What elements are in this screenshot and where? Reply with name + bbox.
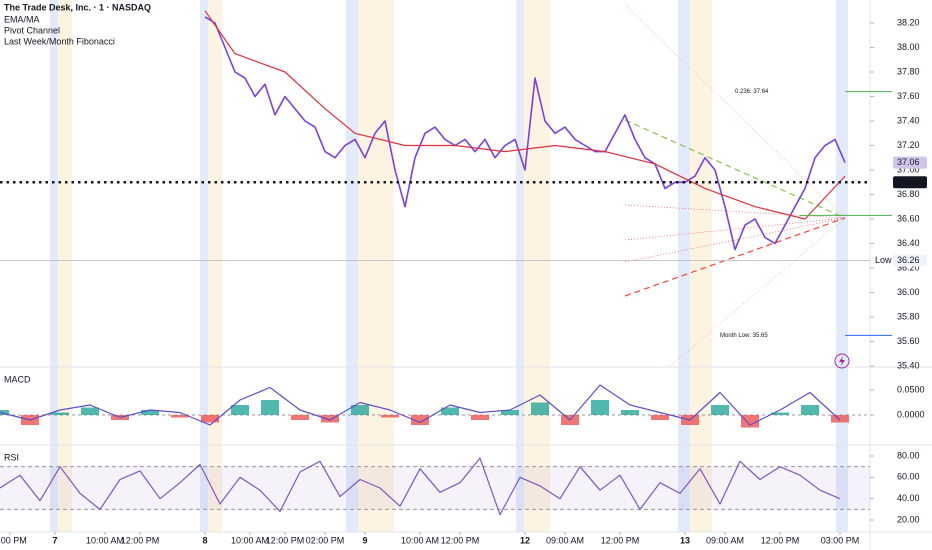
y-tick-label: 36.40 [897, 238, 920, 248]
histogram-bar [231, 405, 249, 415]
histogram-bar [741, 415, 759, 428]
histogram-bar [441, 407, 459, 415]
y-tick-label: 36.00 [897, 287, 920, 297]
pane-title: MACD [4, 374, 31, 384]
histogram-bar [621, 410, 639, 415]
indicator-name: Last Week/Month Fibonacci [4, 36, 115, 46]
indicator-name: Pivot Channel [4, 25, 60, 35]
series-line [204, 10, 846, 220]
histogram-bar [51, 412, 69, 415]
histogram-bar [141, 410, 159, 415]
y-tick-label: 35.80 [897, 311, 920, 321]
x-tick-label: 02:00 PM [306, 535, 345, 545]
x-tick-label: 10:00 AM [231, 535, 269, 545]
x-tick-label: 12:00 PM [761, 535, 800, 545]
y-tick-label: 40.00 [897, 493, 920, 503]
pane-title: RSI [4, 452, 19, 462]
x-tick-label: 13 [680, 535, 690, 545]
histogram-bar [651, 415, 669, 420]
histogram-bar [261, 400, 279, 415]
x-tick-label: 09:00 AM [706, 535, 744, 545]
low-label: Low [875, 255, 892, 265]
x-tick-label: 12:00 PM [441, 535, 480, 545]
fib-label: 0.236: 37.64 [735, 89, 769, 95]
x-tick-label: 9 [362, 535, 367, 545]
chart-title: The Trade Desk, Inc. · 1 · NASDAQ [4, 2, 151, 12]
price-tag [893, 176, 927, 189]
y-tick-label: 37.20 [897, 140, 920, 150]
price-tag-label: 37.06 [897, 157, 920, 167]
price-tag-label: 36.90 [897, 177, 920, 187]
pane [0, 384, 870, 428]
histogram-bar [831, 415, 849, 423]
x-tick-label: 1:00 PM [0, 535, 27, 545]
histogram-bar [531, 402, 549, 415]
x-tick-label: 09:00 AM [546, 535, 584, 545]
session-shading [50, 0, 848, 532]
y-tick-label: 37.40 [897, 115, 920, 125]
alert-icon[interactable] [834, 353, 850, 369]
y-tick-label: 35.60 [897, 336, 920, 346]
y-tick-label: 38.20 [897, 17, 920, 27]
pane [0, 457, 870, 516]
x-tick-label: 12:00 PM [266, 535, 305, 545]
histogram-bar [711, 405, 729, 415]
price-tag-label: 36.26 [897, 255, 920, 265]
histogram-bar [471, 415, 489, 420]
pane [204, 10, 846, 251]
x-tick-label: 12:00 PM [601, 535, 640, 545]
histogram-bar [771, 412, 789, 415]
x-tick-label: 10:00 AM [86, 535, 124, 545]
price-tag [893, 156, 927, 169]
histogram-bar [801, 405, 819, 415]
rsi-band [0, 466, 870, 510]
x-tick-label: 03:00 PM [821, 535, 860, 545]
price-tag [893, 254, 927, 267]
fib-label: Month Low: 35.65 [720, 333, 768, 339]
x-tick-label: 8 [202, 535, 207, 545]
histogram-bar [411, 415, 429, 425]
y-tick-label: 37.00 [897, 164, 920, 174]
y-tick-label: 37.60 [897, 91, 920, 101]
x-tick-label: 7 [52, 535, 57, 545]
histogram-bar [201, 415, 219, 423]
x-tick-label: 12:00 PM [121, 535, 160, 545]
x-tick-label: 12 [520, 535, 530, 545]
series-line [204, 16, 846, 251]
pivot-channel [624, 4, 846, 367]
y-tick-label: 20.00 [897, 514, 920, 524]
indicator-name: EMA/MA [4, 14, 40, 24]
histogram-bar [591, 400, 609, 415]
x-tick-label: 10:00 AM [401, 535, 439, 545]
y-tick-label: 35.40 [897, 360, 920, 370]
y-tick-label: 36.80 [897, 189, 920, 199]
histogram-bar [501, 410, 519, 415]
y-tick-label: 37.80 [897, 66, 920, 76]
histogram-bar [381, 415, 399, 418]
y-tick-label: 80.00 [897, 450, 920, 460]
histogram-bar [291, 415, 309, 420]
y-tick-label: 60.00 [897, 472, 920, 482]
y-tick-label: 36.20 [897, 262, 920, 272]
histogram-bar [321, 415, 339, 423]
y-tick-label: 38.00 [897, 42, 920, 52]
histogram-bar [81, 407, 99, 415]
y-tick-label: 0.0500 [897, 384, 925, 394]
series-line [0, 384, 841, 426]
histogram-bar [351, 405, 369, 415]
y-tick-label: 0.0000 [897, 409, 925, 419]
series-line [0, 457, 841, 516]
histogram-bar [171, 415, 189, 418]
y-tick-label: 36.60 [897, 213, 920, 223]
histogram-bar [0, 410, 9, 415]
